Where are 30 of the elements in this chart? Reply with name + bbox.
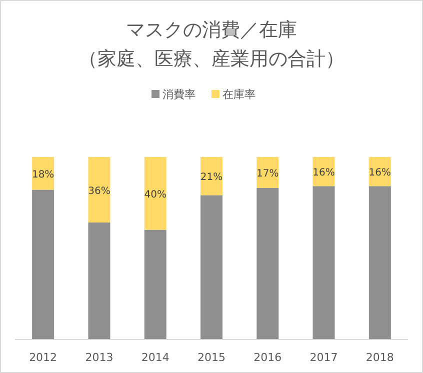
bar: [88, 157, 110, 223]
data-label: 40%: [144, 189, 166, 200]
bar: [312, 186, 335, 339]
x-tick-label: 2018: [366, 351, 394, 364]
bar: [200, 157, 222, 196]
x-tick-label: 2016: [254, 351, 282, 364]
x-tick-label: 2015: [198, 351, 226, 364]
subtitle: （家庭、医療、産業用の合計）: [78, 48, 344, 70]
x-tick-label: 2014: [141, 351, 170, 364]
bar: [368, 186, 391, 339]
x-tick-label: 2017: [310, 351, 338, 364]
bar: [32, 157, 54, 190]
bar: [256, 157, 279, 188]
bar: [88, 222, 110, 339]
data-label: 18%: [32, 169, 54, 180]
data-label: 36%: [88, 186, 110, 197]
x-tick-label: 2013: [85, 351, 114, 364]
bar: [200, 195, 222, 339]
bar: [144, 230, 166, 339]
bar: [256, 188, 279, 339]
data-label: 21%: [200, 172, 223, 184]
data-label: 16%: [312, 168, 335, 179]
legend-label: 消費率: [162, 88, 196, 101]
x-tick-label: 2012: [29, 351, 58, 364]
data-label: 16%: [368, 168, 392, 179]
legend-label: 在庫率: [222, 88, 256, 101]
title: マスクの消費／在庫: [126, 19, 297, 41]
bar: [144, 157, 166, 230]
bar: [32, 190, 54, 339]
data-label: 17%: [256, 168, 279, 180]
